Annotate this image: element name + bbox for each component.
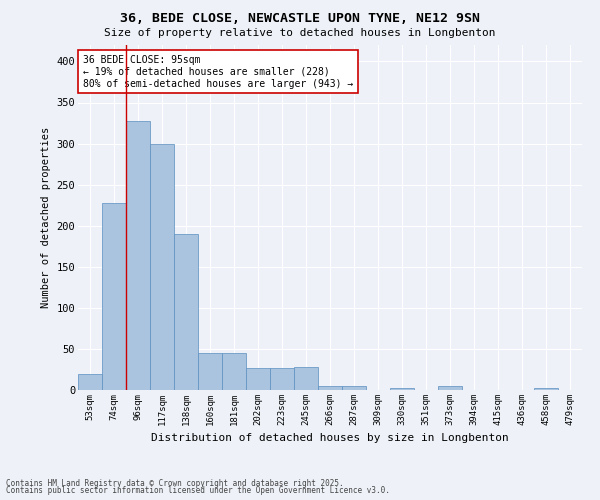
Bar (222, 353, 246, 390)
Bar (534, 388, 558, 390)
Bar (270, 368, 294, 390)
X-axis label: Distribution of detached houses by size in Longbenton: Distribution of detached houses by size … (151, 434, 509, 444)
Bar (174, 234, 198, 390)
Bar (150, 144, 174, 390)
Text: Size of property relative to detached houses in Longbenton: Size of property relative to detached ho… (104, 28, 496, 38)
Bar (126, 120, 150, 390)
Text: 36 BEDE CLOSE: 95sqm
← 19% of detached houses are smaller (228)
80% of semi-deta: 36 BEDE CLOSE: 95sqm ← 19% of detached h… (83, 56, 353, 88)
Bar (78, 374, 102, 390)
Bar (318, 386, 342, 390)
Bar (342, 386, 366, 390)
Text: 36, BEDE CLOSE, NEWCASTLE UPON TYNE, NE12 9SN: 36, BEDE CLOSE, NEWCASTLE UPON TYNE, NE1… (120, 12, 480, 26)
Bar (198, 353, 222, 390)
Text: Contains public sector information licensed under the Open Government Licence v3: Contains public sector information licen… (6, 486, 390, 495)
Bar (246, 368, 270, 390)
Bar (438, 386, 462, 390)
Bar (390, 388, 414, 390)
Bar (102, 202, 126, 390)
Text: Contains HM Land Registry data © Crown copyright and database right 2025.: Contains HM Land Registry data © Crown c… (6, 478, 344, 488)
Bar (294, 367, 318, 390)
Y-axis label: Number of detached properties: Number of detached properties (41, 127, 51, 308)
